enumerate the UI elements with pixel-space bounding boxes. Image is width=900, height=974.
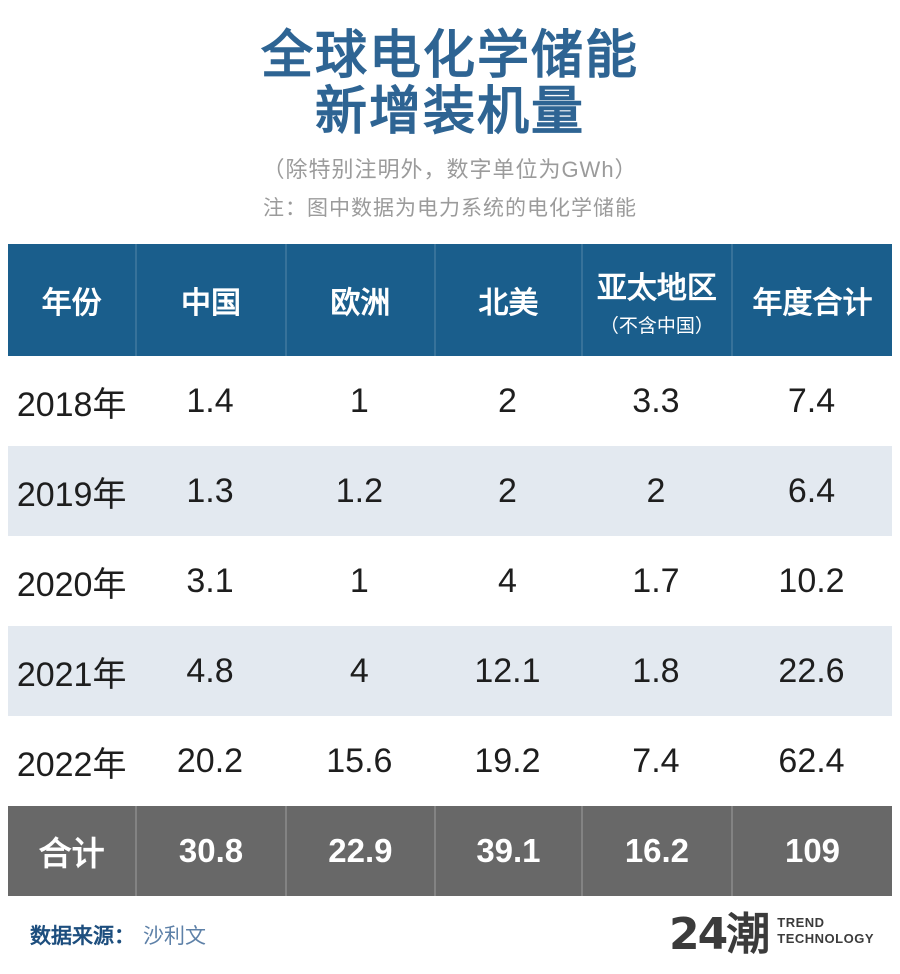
- header-cell-label: 北美: [478, 287, 539, 320]
- value-cell: 7.4: [787, 381, 836, 420]
- value-cell: 7.4: [632, 741, 680, 780]
- value-cell: 2: [497, 471, 517, 510]
- page-title-line2: 新增装机量: [314, 83, 585, 141]
- total-label-cell: 合计: [38, 835, 105, 872]
- total-value-cell: 22.9: [284, 806, 434, 896]
- header-cell-4: 亚太地区 （不含中国）: [580, 244, 731, 356]
- header-cell-2: 欧洲: [284, 244, 434, 356]
- header-cell-3: 北美: [434, 244, 581, 356]
- year-cell: 2021年: [16, 655, 127, 694]
- value-cell: 3.1: [186, 561, 234, 600]
- value-cell: 4.8: [186, 651, 234, 690]
- table-row: 2019年 1.3 1.2 2 2 6.4: [8, 446, 892, 536]
- year-cell: 2019年: [16, 475, 127, 514]
- header-cell-label: 欧洲: [330, 287, 391, 320]
- logo-tagline-line1: TREND: [777, 915, 825, 930]
- value-cell: 4: [349, 651, 369, 690]
- page-title-line1: 全球电化学储能: [260, 27, 639, 85]
- header-cell-label: 中国: [180, 287, 241, 320]
- header-cell-0: 年份: [8, 244, 135, 356]
- table-row: 2018年 1.4 1 2 3.3 7.4: [8, 356, 892, 446]
- header-cell-label: 年份: [41, 287, 102, 320]
- year-cell: 2022年: [16, 745, 127, 784]
- header-cell-sublabel: （不含中国）: [599, 315, 714, 337]
- value-cell: 15.6: [326, 741, 393, 780]
- header-cell-label: 亚太地区: [596, 271, 717, 305]
- value-cell: 1.3: [186, 471, 234, 510]
- table-body: 2018年 1.4 1 2 3.3 7.4 2019年 1.3 1.2 2 2 6.4 2020年 3.1…: [8, 356, 892, 806]
- value-cell: 1: [349, 381, 369, 420]
- value-cell: 19.2: [474, 741, 541, 780]
- page-subtitle: （除特别注明外，数字单位为GWh）: [262, 157, 638, 182]
- table-row: 2022年 20.2 15.6 19.2 7.4 62.4: [8, 716, 892, 806]
- page-note: 注：图中数据为电力系统的电化学储能: [263, 197, 637, 220]
- value-cell: 20.2: [176, 741, 244, 780]
- title-block: 全球电化学储能 新增装机量 （除特别注明外，数字单位为GWh） 注：图中数据为电…: [0, 0, 900, 222]
- value-cell: 2: [497, 381, 517, 420]
- page-title: 全球电化学储能 新增装机量: [0, 28, 900, 140]
- data-table: 年份 中国 欧洲 北美 亚太地区 （不含中国） 年度合计 2018年 1.4 1 2 3.3 7.4 2…: [8, 244, 892, 896]
- value-cell: 1: [349, 561, 369, 600]
- total-row: 合计 30.8 22.9 39.1 16.2 109: [8, 806, 892, 896]
- value-cell: 1.2: [335, 471, 383, 510]
- value-cell: 2: [646, 471, 666, 510]
- total-value-cell: 109: [731, 806, 892, 896]
- footer: 数据来源： 沙利文 24潮 TREND TECHNOLOGY: [0, 896, 900, 974]
- value-cell: 4: [497, 561, 517, 600]
- value-cell: 1.8: [632, 651, 680, 690]
- value-cell: 10.2: [778, 561, 845, 600]
- data-source-label: 数据来源：: [30, 925, 135, 948]
- value-cell: 3.3: [632, 381, 680, 420]
- value-cell: 62.4: [778, 741, 845, 780]
- table-row: 2021年 4.8 4 12.1 1.8 22.6: [8, 626, 892, 716]
- value-cell: 1.7: [632, 561, 680, 600]
- year-cell: 2018年: [16, 385, 127, 424]
- logo-tagline: TREND TECHNOLOGY: [777, 913, 874, 946]
- logo-wordmark-24chao: 24潮: [669, 909, 770, 960]
- value-cell: 1.4: [186, 381, 234, 420]
- total-value-cell: 39.1: [434, 806, 581, 896]
- header-cell-1: 中国: [135, 244, 284, 356]
- value-cell: 22.6: [778, 651, 845, 690]
- brand-logo: 24潮 TREND TECHNOLOGY: [669, 913, 874, 957]
- total-value-cell: 16.2: [580, 806, 731, 896]
- total-value-cell: 30.8: [135, 806, 284, 896]
- table-header-row: 年份 中国 欧洲 北美 亚太地区 （不含中国） 年度合计: [8, 244, 892, 356]
- data-source-value: 沙利文: [143, 925, 206, 948]
- year-cell: 2020年: [16, 565, 127, 604]
- header-cell-label: 年度合计: [752, 287, 873, 320]
- table-row: 2020年 3.1 1 4 1.7 10.2: [8, 536, 892, 626]
- value-cell: 6.4: [787, 471, 836, 510]
- header-cell-5: 年度合计: [731, 244, 892, 356]
- logo-tagline-line2: TECHNOLOGY: [777, 930, 874, 946]
- data-source: 数据来源： 沙利文: [30, 920, 206, 950]
- value-cell: 12.1: [474, 651, 541, 690]
